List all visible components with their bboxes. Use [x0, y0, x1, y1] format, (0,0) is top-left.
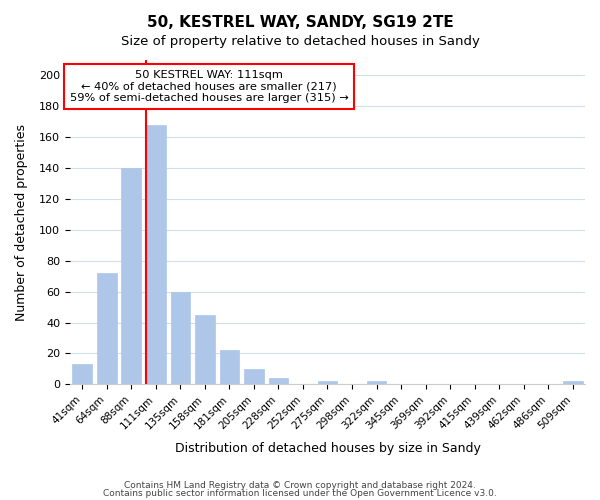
- Bar: [269, 378, 288, 384]
- Bar: [195, 315, 215, 384]
- Bar: [73, 364, 92, 384]
- Bar: [220, 350, 239, 384]
- X-axis label: Distribution of detached houses by size in Sandy: Distribution of detached houses by size …: [175, 442, 481, 455]
- Y-axis label: Number of detached properties: Number of detached properties: [15, 124, 28, 320]
- Text: Contains HM Land Registry data © Crown copyright and database right 2024.: Contains HM Land Registry data © Crown c…: [124, 481, 476, 490]
- Bar: [146, 125, 166, 384]
- Bar: [367, 381, 386, 384]
- Bar: [97, 273, 116, 384]
- Bar: [170, 292, 190, 384]
- Bar: [244, 369, 264, 384]
- Text: 50 KESTREL WAY: 111sqm
← 40% of detached houses are smaller (217)
59% of semi-de: 50 KESTREL WAY: 111sqm ← 40% of detached…: [70, 70, 349, 103]
- Text: Size of property relative to detached houses in Sandy: Size of property relative to detached ho…: [121, 35, 479, 48]
- Bar: [121, 168, 141, 384]
- Bar: [317, 381, 337, 384]
- Bar: [563, 381, 583, 384]
- Text: Contains public sector information licensed under the Open Government Licence v3: Contains public sector information licen…: [103, 488, 497, 498]
- Text: 50, KESTREL WAY, SANDY, SG19 2TE: 50, KESTREL WAY, SANDY, SG19 2TE: [146, 15, 454, 30]
